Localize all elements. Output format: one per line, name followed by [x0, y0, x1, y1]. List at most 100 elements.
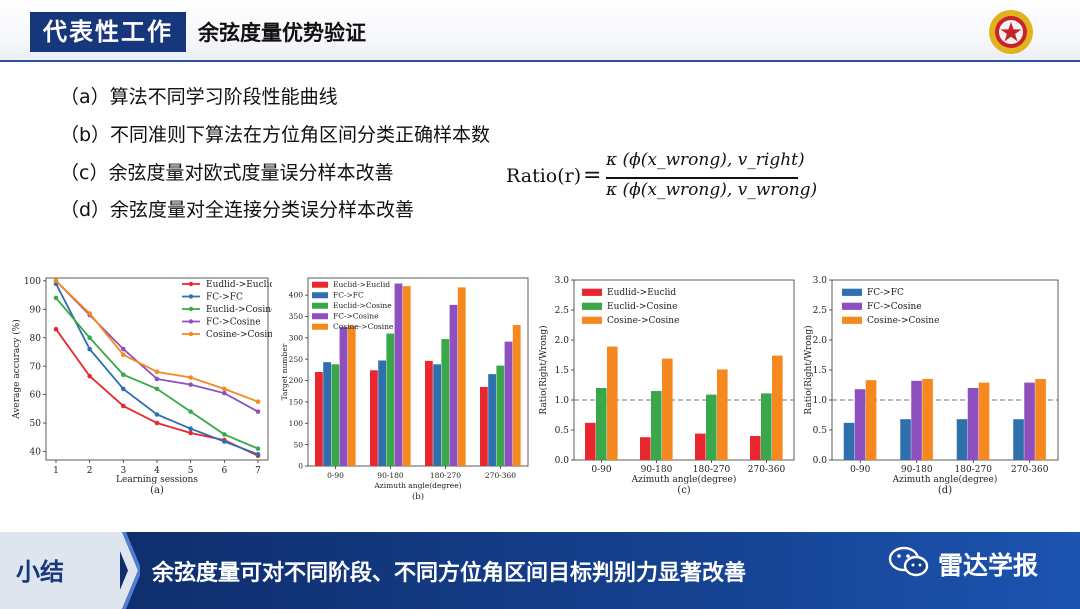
- bar: [433, 364, 441, 466]
- bar: [402, 286, 411, 466]
- brand-name: 雷达学报: [938, 551, 1039, 580]
- panel-label: (a): [150, 485, 164, 496]
- data-point: [53, 326, 59, 332]
- data-point: [87, 346, 92, 352]
- header-divider: [0, 60, 1080, 62]
- bar: [323, 362, 331, 466]
- x-tick-label: 0-90: [327, 471, 344, 480]
- data-point: [255, 399, 261, 405]
- bar: [504, 341, 513, 466]
- data-point: [154, 369, 160, 375]
- data-point: [222, 390, 227, 396]
- x-tick-label: 5: [188, 466, 194, 476]
- y-tick-label: 70: [30, 362, 42, 372]
- x-tick-label: 0-90: [591, 465, 611, 475]
- x-tick-label: 90-180: [901, 465, 933, 475]
- data-point: [121, 346, 126, 352]
- x-axis-label: Learning sessions: [116, 475, 198, 485]
- bar: [596, 388, 607, 460]
- bar: [854, 389, 866, 460]
- legend-swatch: [842, 288, 862, 296]
- data-point: [222, 432, 227, 437]
- y-tick-label: 40: [30, 448, 42, 458]
- panel-label: (c): [677, 485, 691, 496]
- bullet-a: （a）算法不同学习阶段性能曲线: [60, 86, 338, 108]
- x-tick-label: 270-360: [485, 471, 516, 480]
- x-axis-label: Azimuth angle(degree): [631, 474, 737, 485]
- data-point: [188, 430, 193, 436]
- x-tick-label: 4: [154, 466, 160, 476]
- bar: [651, 391, 662, 460]
- data-point: [87, 311, 92, 316]
- legend-label: Cosine->Cosine: [607, 316, 679, 326]
- bar: [585, 422, 596, 460]
- bar: [425, 360, 433, 466]
- x-tick-label: 90-180: [377, 471, 404, 480]
- data-point: [121, 372, 126, 377]
- legend-label: Euclid->Euclid: [333, 280, 390, 289]
- summary-label-box: [0, 532, 120, 609]
- y-tick-label: 0.5: [813, 426, 828, 436]
- y-tick-label: 200: [289, 376, 304, 385]
- legend-marker: [188, 294, 194, 299]
- bar: [900, 419, 911, 460]
- bar: [922, 379, 933, 460]
- bar: [512, 325, 521, 466]
- legend-swatch: [312, 313, 328, 320]
- bar: [750, 436, 761, 460]
- x-tick-label: 3: [120, 466, 126, 476]
- bar: [607, 346, 618, 460]
- y-tick-label: 2.5: [555, 306, 570, 316]
- bar: [339, 327, 348, 466]
- data-point: [121, 352, 126, 358]
- y-tick-label: 2.0: [555, 336, 570, 346]
- data-point: [53, 278, 59, 284]
- formula-numerator: κ (ϕ(x_wrong), v_right): [606, 150, 805, 170]
- y-tick-label: 250: [289, 355, 304, 364]
- bar: [843, 422, 855, 460]
- bar: [370, 370, 378, 466]
- x-tick-label: 2: [87, 466, 93, 476]
- legend-marker: [188, 331, 194, 337]
- x-tick-label: 90-180: [641, 465, 673, 475]
- y-axis-label: Target number: [280, 343, 289, 400]
- legend-label: Cosine->Cosine: [206, 330, 272, 340]
- legend-label: FC->Cosine: [206, 318, 261, 328]
- chart-b-target-number: 0 50 100 150 200 250 300 350 400 0-90 90-180 180-27…: [280, 277, 529, 500]
- y-axis-label: Average accuracy (%): [11, 319, 22, 420]
- x-tick-label: 180-270: [430, 471, 461, 480]
- legend-swatch: [312, 323, 328, 330]
- formula-equals: =: [583, 163, 602, 188]
- bar: [480, 386, 488, 466]
- bar: [394, 283, 403, 466]
- panel-label: (b): [412, 491, 424, 500]
- wechat-icon: [888, 546, 929, 577]
- y-tick-label: 1.5: [813, 366, 828, 376]
- data-point: [154, 412, 160, 417]
- data-point: [255, 446, 261, 451]
- legend-swatch: [582, 316, 602, 324]
- data-point: [154, 376, 160, 382]
- y-tick-label: 0: [298, 462, 303, 471]
- x-tick-label: 0-90: [850, 465, 870, 475]
- bullet-d: （d）余弦度量对全连接分类误分样本改善: [60, 199, 415, 221]
- y-tick-label: 0.0: [555, 456, 570, 466]
- summary-label: 小结: [16, 558, 64, 586]
- bar: [449, 304, 458, 466]
- y-tick-label: 1.0: [813, 396, 828, 406]
- page-title: 余弦度量优势验证: [198, 21, 366, 45]
- x-axis-label: Azimuth angle(degree): [892, 474, 998, 485]
- chart-a-accuracy-curves: 40 50 60 70 80 90 100 1 2 3 4 5 6 7 Eudlid->Euclid FC->…: [11, 277, 272, 496]
- bar: [956, 419, 968, 460]
- y-axis-label: Ratio(Right/Wrong): [538, 325, 549, 414]
- bar: [695, 433, 706, 460]
- y-tick-label: 0.0: [813, 456, 828, 466]
- legend-label: Eudlid->Euclid: [206, 280, 272, 290]
- chart-c-ratio-euclid: 0.0 0.5 1.0 1.5 2.0 2.5 3.0 0-90 90-180 180-270 27…: [538, 276, 795, 496]
- bar: [315, 372, 323, 466]
- data-point: [53, 295, 59, 301]
- data-point: [222, 386, 227, 392]
- x-tick-label: 180-270: [955, 465, 993, 475]
- y-tick-label: 1.0: [555, 396, 570, 406]
- data-point: [154, 386, 160, 392]
